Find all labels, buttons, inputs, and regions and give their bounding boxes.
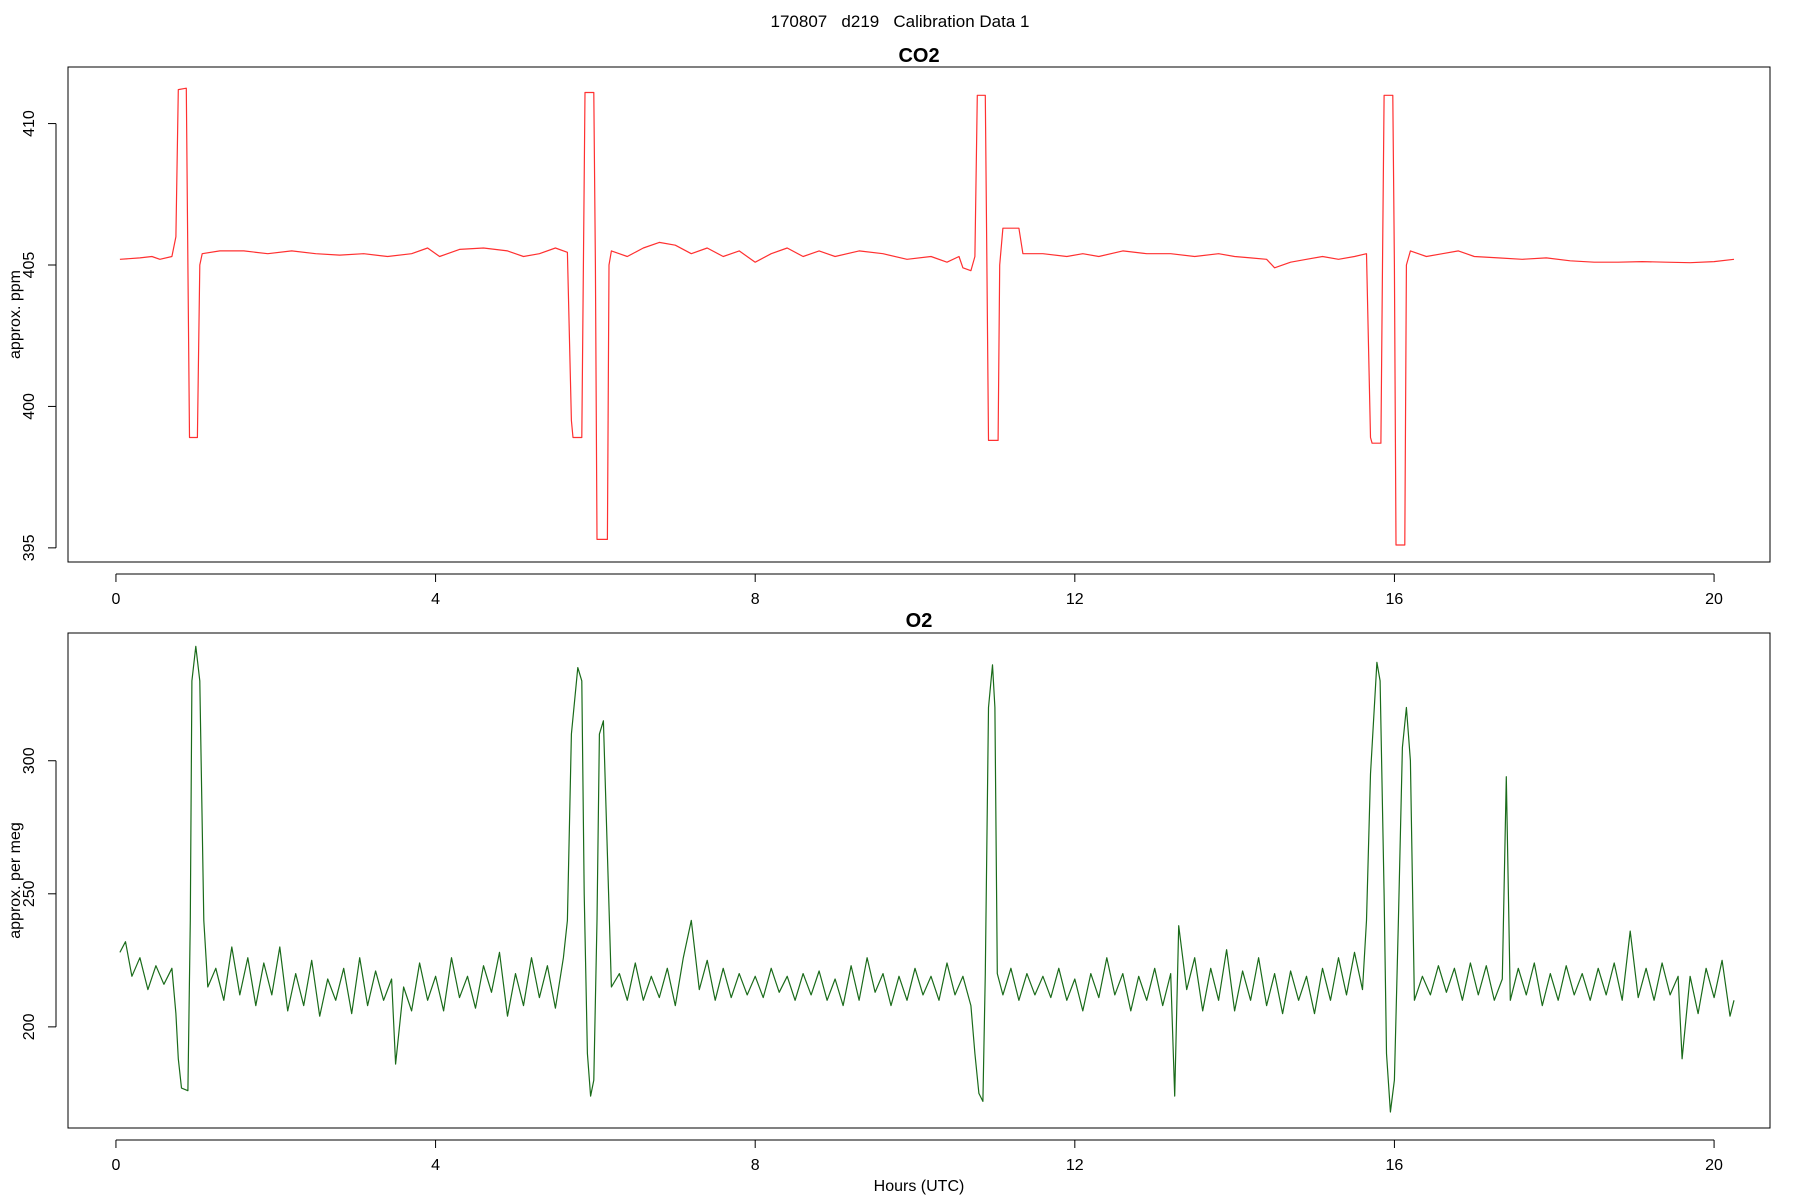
co2-y-axis-label: approx. ppm: [7, 270, 24, 359]
o2-x-tick-label: 8: [751, 1157, 760, 1174]
co2-y-tick-label: 400: [21, 393, 38, 420]
co2-x-tick-label: 16: [1386, 591, 1404, 608]
co2-y-tick-label: 405: [21, 252, 38, 279]
o2-plot-frame: [67, 632, 1771, 1129]
o2-panel-title: O2: [906, 610, 933, 632]
o2-y-tick-label: 300: [21, 747, 38, 774]
figure-title: 170807 d219 Calibration Data 1: [770, 12, 1030, 31]
o2-x-tick-label: 20: [1705, 1157, 1723, 1174]
co2-y-tick-label: 410: [21, 110, 38, 137]
co2-x-tick-label: 0: [111, 591, 120, 608]
co2-series-line: [119, 87, 1735, 546]
co2-x-tick-label: 12: [1066, 591, 1084, 608]
co2-x-tick-label: 8: [751, 591, 760, 608]
co2-plot-frame: [67, 66, 1771, 563]
o2-y-tick-label: 250: [21, 880, 38, 907]
o2-panel: O2 0 4 8 12 16 20 200 250 300 approx. per meg Hours…: [7, 610, 1771, 1195]
o2-x-tick-label: 0: [111, 1157, 120, 1174]
co2-y-tick-label: 395: [21, 534, 38, 561]
o2-x-tick-label: 4: [431, 1157, 440, 1174]
o2-x-tick-label: 12: [1066, 1157, 1084, 1174]
co2-x-tick-label: 20: [1705, 591, 1723, 608]
o2-series-line: [119, 645, 1735, 1113]
co2-x-tick-label: 4: [431, 591, 440, 608]
co2-panel: CO2 0 4 8 12 16 20 395 400 405 410 approx. ppm: [7, 45, 1771, 608]
o2-x-axis-label: Hours (UTC): [874, 1178, 965, 1195]
o2-y-axis-label: approx. per meg: [7, 822, 24, 939]
co2-panel-title: CO2: [898, 45, 939, 67]
o2-x-tick-label: 16: [1386, 1157, 1404, 1174]
o2-y-tick-label: 200: [21, 1013, 38, 1040]
